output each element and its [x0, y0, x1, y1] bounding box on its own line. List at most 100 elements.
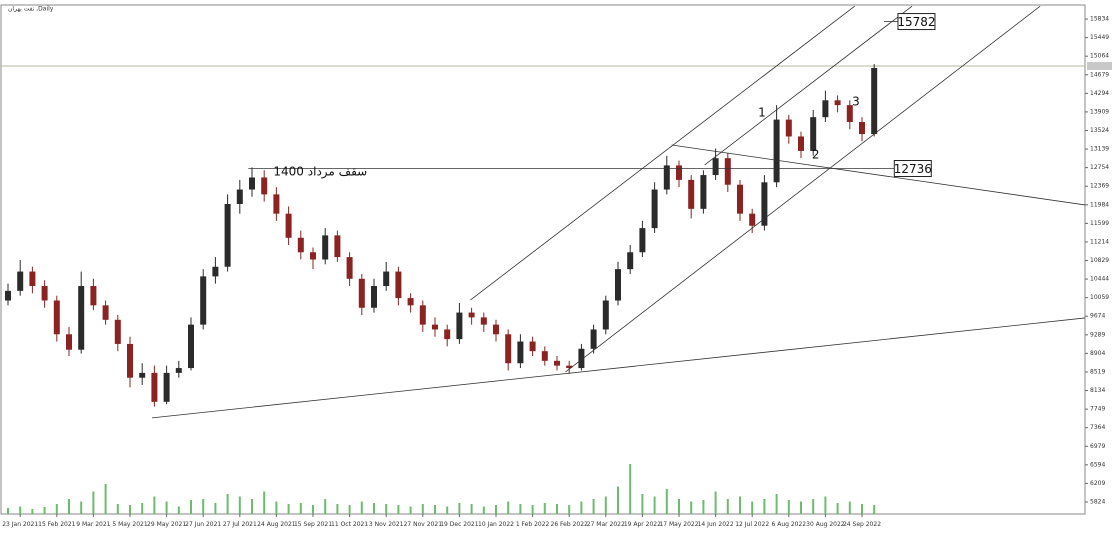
candle-body	[151, 372, 158, 402]
candle-body	[480, 317, 487, 325]
y-tick-label: 6594	[1090, 461, 1105, 468]
annotation: سقف مرداد 1400	[273, 165, 367, 180]
volume-bar	[726, 499, 729, 514]
volume-bar	[568, 505, 571, 514]
volume-bar	[690, 501, 693, 514]
volume-bar	[702, 500, 705, 514]
volume-bar	[531, 505, 534, 514]
y-tick-label: 6979	[1090, 443, 1105, 450]
candle-body	[810, 117, 817, 151]
candle-body	[749, 213, 756, 226]
candle-body	[273, 194, 280, 214]
x-tick-label: 9 Mar 2021	[76, 521, 110, 528]
volume-bar	[836, 503, 839, 514]
volume-bar	[299, 503, 302, 514]
plot-area	[1, 5, 1085, 514]
candle-body	[297, 237, 304, 253]
volume-bar	[43, 507, 46, 514]
candle-body	[688, 179, 695, 209]
trend-line	[704, 5, 913, 166]
candle-body	[285, 213, 292, 238]
volume-bar	[324, 499, 327, 514]
y-tick-label: 7364	[1090, 424, 1105, 431]
candle-body	[224, 204, 231, 267]
candle-body	[468, 312, 475, 318]
volume-bar	[251, 499, 253, 514]
candle-body	[822, 100, 829, 118]
volume-bar	[812, 499, 815, 514]
candle-body	[651, 189, 658, 229]
candle-body	[517, 341, 524, 364]
y-tick-label: 10444	[1090, 276, 1109, 283]
y-tick-label: 9674	[1090, 313, 1105, 320]
volume-bar	[312, 505, 314, 514]
candle-body	[761, 182, 768, 226]
volume-bar	[92, 491, 95, 514]
volume-bar	[336, 504, 339, 514]
candle-body	[676, 165, 682, 180]
candle-body	[90, 286, 97, 306]
x-tick-label: 3 Nov 2021	[369, 521, 404, 528]
candle-body	[29, 271, 36, 287]
volume-bar	[446, 506, 449, 514]
volume-bar	[287, 504, 290, 514]
level-label: 12736	[894, 162, 932, 176]
volume-bar	[177, 506, 180, 514]
volume-bar	[141, 503, 144, 514]
candle-body	[383, 271, 390, 287]
candle-body	[114, 319, 121, 344]
x-tick-label: 27 Mar 2022	[587, 521, 625, 528]
trend-line	[470, 5, 855, 301]
candle-body	[859, 121, 865, 135]
volume-bar	[190, 500, 192, 514]
candle-body	[615, 269, 621, 301]
volume-bar	[604, 496, 607, 514]
x-tick-label: 24 Aug 2021	[257, 521, 296, 528]
x-tick-label: 27 Jul 2021	[223, 521, 257, 528]
trend-line	[671, 144, 1085, 206]
volume-bar	[360, 501, 363, 514]
y-tick-label: 15449	[1090, 34, 1109, 41]
x-tick-label: 29 May 2021	[147, 521, 186, 528]
x-tick-label: 5 May 2021	[112, 521, 147, 528]
volume-bar	[153, 496, 156, 514]
x-tick-label: 23 Jan 2021	[2, 521, 38, 528]
candle-body	[663, 165, 670, 190]
candle-body	[5, 290, 11, 301]
volume-bar	[263, 491, 266, 514]
volume-bar	[543, 503, 546, 514]
candle-body	[529, 341, 536, 352]
candle-body	[17, 271, 24, 291]
candle-body	[41, 286, 48, 301]
volume-bar	[482, 506, 485, 514]
annotation: 1	[758, 106, 766, 120]
candle-body	[78, 286, 85, 350]
candle-body	[493, 324, 499, 335]
candle-body	[419, 305, 426, 325]
y-tick-label: 7749	[1090, 406, 1105, 413]
y-tick-label: 15834	[1090, 16, 1109, 23]
volume-bar	[116, 504, 119, 514]
candle-body	[261, 177, 268, 195]
candle-body	[846, 105, 853, 122]
volume-bar	[519, 504, 522, 514]
candle-body	[798, 136, 804, 151]
volume-bar	[556, 504, 558, 514]
volume-bar	[68, 499, 70, 514]
y-tick-label: 5824	[1090, 498, 1105, 505]
volume-bar	[226, 494, 229, 514]
y-tick-label: 10829	[1090, 257, 1109, 264]
trend-line	[565, 5, 1041, 373]
x-tick-label: 30 Aug 2022	[806, 521, 845, 528]
x-tick-label: 19 Apr 2022	[624, 521, 661, 528]
volume-bar	[470, 504, 473, 514]
x-tick-label: 10 Jan 2022	[478, 521, 514, 528]
candle-body	[163, 372, 170, 402]
x-tick-label: 6 Aug 2022	[771, 521, 806, 528]
annotation: 3	[852, 95, 860, 109]
x-tick-label: 15 Feb 2021	[38, 521, 76, 528]
candle-body	[395, 271, 402, 299]
volume-bar	[19, 506, 22, 514]
x-tick-label: 14 Jun 2022	[698, 521, 734, 528]
candle-body	[322, 235, 329, 260]
